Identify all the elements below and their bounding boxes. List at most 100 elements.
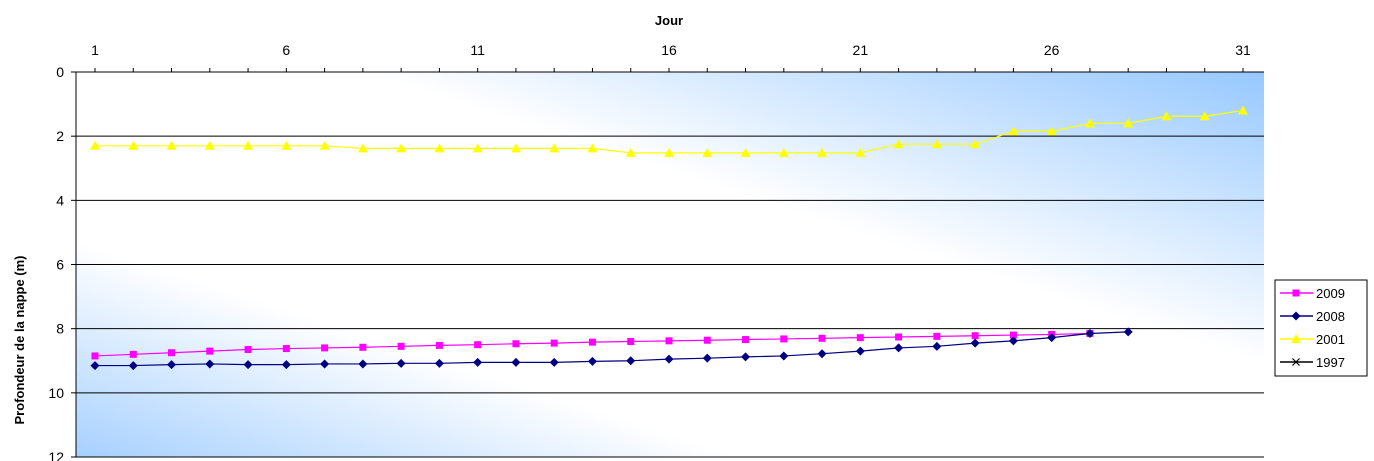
data-point-2008 bbox=[549, 357, 559, 367]
data-point-2009 bbox=[895, 333, 903, 341]
data-point-2001 bbox=[740, 147, 751, 157]
series-line-2008 bbox=[95, 331, 1129, 367]
data-point-2001 bbox=[855, 147, 866, 157]
x-tick-label: 31 bbox=[1235, 42, 1251, 58]
data-point-2001 bbox=[817, 147, 828, 157]
data-point-2009 bbox=[933, 332, 941, 340]
legend-label: 2008 bbox=[1316, 309, 1345, 324]
data-point-2009 bbox=[359, 343, 367, 351]
data-point-2001 bbox=[625, 147, 636, 157]
data-point-2001 bbox=[434, 143, 445, 153]
data-point-2008 bbox=[1047, 333, 1057, 343]
x-tick-label: 1 bbox=[91, 42, 99, 58]
data-point-2009 bbox=[665, 337, 673, 345]
data-point-2001 bbox=[587, 143, 598, 153]
data-point-2009 bbox=[780, 335, 788, 343]
y-axis-title: Profondeur de la nappe (m) bbox=[12, 255, 27, 424]
data-point-2009 bbox=[321, 344, 329, 352]
data-point-2009 bbox=[512, 340, 520, 348]
data-point-2008 bbox=[855, 346, 865, 356]
gridlines bbox=[76, 135, 1264, 458]
x-tick-label: 26 bbox=[1044, 42, 1060, 58]
x-tick-label: 16 bbox=[661, 42, 677, 58]
data-point-2008 bbox=[320, 359, 330, 369]
legend-label: 2001 bbox=[1316, 332, 1345, 347]
data-point-2001 bbox=[472, 143, 483, 153]
data-point-2008 bbox=[894, 343, 904, 353]
data-point-2009 bbox=[206, 347, 214, 355]
data-point-2009 bbox=[282, 345, 290, 353]
x-tick-label: 11 bbox=[470, 42, 485, 58]
series-group bbox=[90, 105, 1248, 371]
data-point-2001 bbox=[1084, 118, 1095, 128]
data-point-2001 bbox=[357, 143, 368, 153]
legend: 2009 2008 2001 1997 bbox=[1274, 279, 1368, 377]
data-point-2001 bbox=[778, 147, 789, 157]
data-point-2008 bbox=[167, 360, 177, 370]
data-point-2001 bbox=[128, 140, 139, 150]
data-point-2009 bbox=[129, 350, 137, 358]
data-point-2008 bbox=[243, 360, 253, 370]
data-point-2008 bbox=[664, 354, 674, 364]
data-point-2008 bbox=[281, 360, 291, 370]
data-point-2009 bbox=[397, 342, 405, 350]
data-point-2009 bbox=[588, 338, 596, 346]
data-point-2009 bbox=[818, 334, 826, 342]
x-tick-label: 6 bbox=[282, 42, 290, 58]
data-point-2001 bbox=[1199, 111, 1210, 121]
data-point-2008 bbox=[932, 341, 942, 351]
data-point-2001 bbox=[893, 139, 904, 149]
data-point-2009 bbox=[627, 338, 635, 345]
legend-label: 2009 bbox=[1316, 286, 1345, 301]
data-point-2008 bbox=[1085, 328, 1095, 338]
data-point-2008 bbox=[741, 352, 751, 362]
data-point-2001 bbox=[931, 139, 942, 149]
legend-marker bbox=[1292, 289, 1300, 297]
data-point-2001 bbox=[1008, 126, 1019, 136]
data-point-2008 bbox=[587, 356, 597, 366]
data-point-2009 bbox=[856, 334, 864, 342]
y-tick-label: 0 bbox=[56, 64, 64, 80]
data-point-2009 bbox=[435, 341, 443, 349]
data-point-2008 bbox=[473, 357, 483, 367]
legend-box bbox=[1274, 279, 1368, 377]
data-point-2001 bbox=[166, 140, 177, 150]
data-point-2009 bbox=[742, 336, 750, 344]
x-axis-title: Jour bbox=[655, 13, 683, 28]
data-point-2001 bbox=[1238, 105, 1248, 115]
data-point-2008 bbox=[817, 349, 827, 359]
data-point-2001 bbox=[319, 140, 330, 150]
data-point-2008 bbox=[1123, 327, 1133, 337]
data-point-2001 bbox=[970, 139, 981, 149]
data-point-2001 bbox=[510, 143, 521, 153]
data-point-2008 bbox=[511, 357, 521, 367]
data-point-2008 bbox=[626, 356, 636, 366]
y-tick-label: 2 bbox=[56, 128, 64, 144]
data-point-2008 bbox=[205, 359, 215, 369]
data-point-2001 bbox=[1046, 126, 1057, 136]
data-point-2001 bbox=[1123, 118, 1134, 128]
data-point-2008 bbox=[779, 351, 789, 361]
y-tick-label: 8 bbox=[56, 321, 64, 337]
y-tick-label: 10 bbox=[48, 385, 64, 401]
data-point-2001 bbox=[1161, 111, 1172, 121]
data-point-2001 bbox=[549, 143, 560, 153]
legend-marker bbox=[1291, 311, 1301, 321]
data-point-2009 bbox=[244, 346, 252, 354]
legend-marker bbox=[1292, 358, 1300, 366]
data-point-2009 bbox=[1009, 331, 1017, 339]
data-point-2001 bbox=[396, 143, 407, 153]
data-point-2008 bbox=[90, 361, 100, 371]
data-point-2009 bbox=[703, 336, 711, 344]
data-point-2009 bbox=[971, 332, 979, 340]
data-point-2001 bbox=[243, 140, 254, 150]
data-point-2008 bbox=[128, 361, 138, 371]
data-point-2001 bbox=[702, 147, 713, 157]
data-point-2008 bbox=[702, 353, 712, 363]
data-point-2001 bbox=[281, 140, 292, 150]
legend-marker bbox=[1291, 334, 1301, 343]
data-point-2009 bbox=[91, 352, 99, 360]
data-point-2001 bbox=[664, 147, 674, 157]
